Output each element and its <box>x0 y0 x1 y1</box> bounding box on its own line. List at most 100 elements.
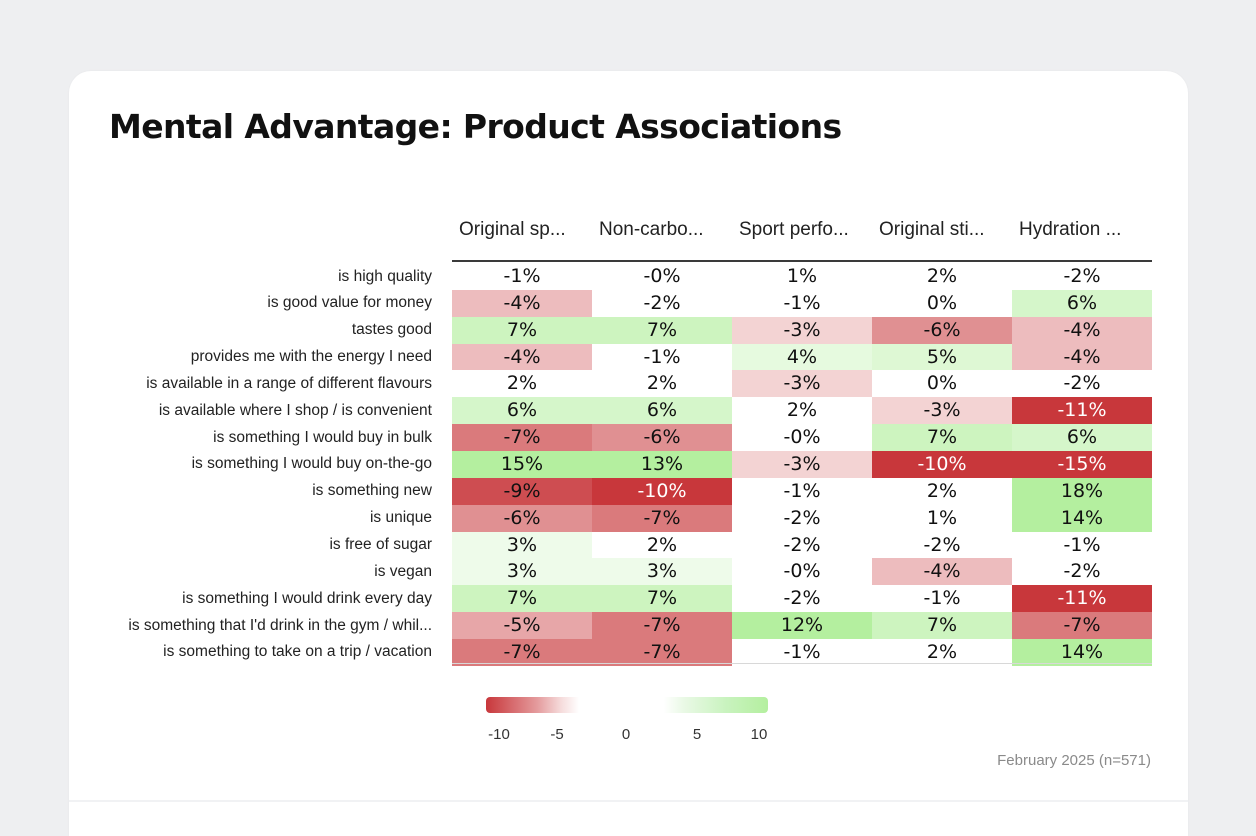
heatmap-cell: -4% <box>452 289 592 317</box>
heatmap-cell: -7% <box>592 638 732 666</box>
legend-tick-label: 10 <box>750 726 768 743</box>
heatmap-cell: 15% <box>452 450 592 478</box>
heatmap-cell: 5% <box>872 343 1012 371</box>
heatmap-cell: 7% <box>592 585 732 613</box>
heatmap-cell: 6% <box>592 397 732 425</box>
row-label: is available where I shop / is convenien… <box>158 401 432 419</box>
heatmap-cell: 6% <box>452 397 592 425</box>
heatmap-cell: -10% <box>592 477 732 505</box>
heatmap-cell: 7% <box>452 585 592 613</box>
heatmap-cell: -2% <box>732 504 872 532</box>
chart-card: Mental Advantage: Product Associations O… <box>69 71 1188 836</box>
heatmap-cell: -4% <box>872 558 1012 586</box>
column-header: Original sti... <box>879 219 985 240</box>
column-header: Original sp... <box>459 219 566 240</box>
column-header: Hydration ... <box>1019 219 1122 240</box>
heatmap-cell: 0% <box>872 289 1012 317</box>
heatmap-cell: 7% <box>452 316 592 344</box>
heatmap-cell: -4% <box>1012 316 1152 344</box>
heatmap-cell: -11% <box>1012 397 1152 425</box>
heatmap-cell: 3% <box>452 531 592 559</box>
heatmap-cell: -7% <box>452 424 592 452</box>
bottom-rule <box>452 663 1152 664</box>
row-label: tastes good <box>351 321 432 339</box>
heatmap-cell: 0% <box>872 370 1012 398</box>
column-header: Non-carbo... <box>599 219 704 240</box>
legend-tick-label: 0 <box>621 726 631 743</box>
heatmap-cell: -1% <box>1012 531 1152 559</box>
heatmap-cell: -1% <box>592 343 732 371</box>
heatmap-cell: -3% <box>732 370 872 398</box>
heatmap-cell: -7% <box>592 612 732 640</box>
heatmap-cell: -2% <box>1012 263 1152 290</box>
heatmap-cell: 6% <box>1012 289 1152 317</box>
heatmap-cell: 2% <box>452 370 592 398</box>
heatmap-cell: -6% <box>452 504 592 532</box>
heatmap-cell: -3% <box>732 450 872 478</box>
heatmap-cell: -2% <box>872 531 1012 559</box>
heatmap-cell: -2% <box>592 289 732 317</box>
row-label: provides me with the energy I need <box>190 348 432 366</box>
heatmap-cell: -1% <box>452 263 592 290</box>
heatmap-cell: 1% <box>732 263 872 290</box>
row-label: is something I would buy on-the-go <box>191 455 432 473</box>
heatmap-cell: -4% <box>452 343 592 371</box>
heatmap-cell: -0% <box>732 424 872 452</box>
row-label: is vegan <box>374 562 432 580</box>
heatmap-cell: 1% <box>872 504 1012 532</box>
heatmap-cell: -7% <box>1012 612 1152 640</box>
heatmap-cell: -10% <box>872 450 1012 478</box>
heatmap-cell: -3% <box>872 397 1012 425</box>
heatmap-cell: 7% <box>872 612 1012 640</box>
heatmap-cell: -0% <box>732 558 872 586</box>
heatmap-cell: -15% <box>1012 450 1152 478</box>
row-label: is free of sugar <box>329 536 432 553</box>
heatmap-cell: 2% <box>872 638 1012 666</box>
heatmap-cell: 2% <box>592 531 732 559</box>
column-header: Sport perfo... <box>739 219 849 240</box>
row-label: is good value for money <box>267 294 432 312</box>
row-label: is something I would drink every day <box>182 589 432 607</box>
page-title: Mental Advantage: Product Associations <box>109 107 842 146</box>
heatmap-cell: 13% <box>592 450 732 478</box>
heatmap-cell: -6% <box>592 424 732 452</box>
heatmap-cell: 3% <box>592 558 732 586</box>
heatmap-cell: -2% <box>732 585 872 613</box>
heatmap-cell: 7% <box>592 316 732 344</box>
row-label: is something new <box>312 482 432 500</box>
heatmap-cell: -4% <box>1012 343 1152 371</box>
heatmap-cell: -11% <box>1012 585 1152 613</box>
heatmap-cell: -2% <box>1012 558 1152 586</box>
heatmap-cell: 2% <box>872 263 1012 290</box>
heatmap-cell: 3% <box>452 558 592 586</box>
legend-tick-label: 5 <box>692 726 702 743</box>
heatmap-cell: -2% <box>1012 370 1152 398</box>
heatmap-cell: -3% <box>732 316 872 344</box>
heatmap-cell: 2% <box>592 370 732 398</box>
heatmap-cell: -5% <box>452 612 592 640</box>
row-label: is high quality <box>338 267 432 285</box>
heatmap-cell: -2% <box>732 531 872 559</box>
heatmap-cell: -0% <box>592 263 732 290</box>
legend-tick-label: -10 <box>488 726 510 743</box>
heatmap-cell: 6% <box>1012 424 1152 452</box>
row-label: is something to take on a trip / vacatio… <box>163 643 432 661</box>
heatmap-cell: 12% <box>732 612 872 640</box>
heatmap-cell: 18% <box>1012 477 1152 505</box>
heatmap-cell: -1% <box>872 585 1012 613</box>
heatmap-cell: -1% <box>732 638 872 666</box>
card-footer-divider <box>69 800 1188 802</box>
heatmap-cell: 2% <box>872 477 1012 505</box>
header-rule <box>452 260 1152 262</box>
heatmap-cell: -7% <box>592 504 732 532</box>
row-label: is something I would buy in bulk <box>213 428 432 446</box>
heatmap-cell: 14% <box>1012 638 1152 666</box>
row-label: is unique <box>369 509 432 527</box>
legend-tick-label: -5 <box>550 726 564 743</box>
row-label: is something that I'd drink in the gym /… <box>128 616 432 634</box>
heatmap-cell: 14% <box>1012 504 1152 532</box>
heatmap-cell: -1% <box>732 289 872 317</box>
color-legend-bar <box>486 697 768 713</box>
row-label: is available in a range of different fla… <box>146 374 432 392</box>
heatmap-cell: 2% <box>732 397 872 425</box>
